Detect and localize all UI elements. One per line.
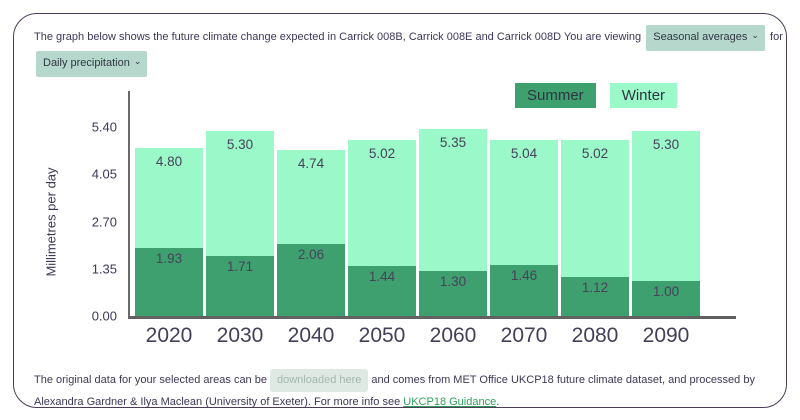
legend-winter[interactable]: Winter: [609, 83, 678, 108]
winter-value-label: 5.02: [581, 146, 609, 162]
y-tick-label: 4.05: [91, 166, 117, 182]
x-tick-label: 2060: [429, 324, 477, 347]
chart-legend: Summer Winter: [515, 83, 678, 108]
bars-area: 4.80 1.93 2020 5.30 1.71 2030 4.74 2.06 2040 5.02…: [130, 127, 736, 347]
chevron-down-icon: ⌄: [751, 30, 759, 40]
winter-value-label: 5.02: [368, 146, 396, 162]
x-tick-label: 2040: [287, 324, 335, 347]
summer-bar-2060[interactable]: 1.30: [419, 270, 487, 316]
intro-line: The graph below shows the future climate…: [34, 25, 783, 51]
summer-value-label: 1.44: [368, 268, 396, 284]
bar-group-2050: 5.02 1.44 2050: [348, 127, 416, 347]
winter-value-label: 5.30: [652, 136, 680, 152]
x-tick-label: 2050: [358, 324, 406, 347]
ukcp18-guidance-link[interactable]: UKCP18 Guidance: [403, 396, 497, 408]
summer-value-label: 1.46: [510, 267, 538, 283]
summer-value-label: 1.71: [226, 259, 254, 275]
bar-group-2040: 4.74 2.06 2040: [277, 127, 345, 347]
y-tick-label: 0.00: [91, 308, 117, 324]
summer-bar-2020[interactable]: 1.93: [135, 248, 203, 316]
x-tick-label: 2080: [571, 324, 619, 347]
bar-group-2060: 5.35 1.30 2060: [419, 127, 487, 347]
y-tick-label: 1.35: [91, 261, 117, 277]
summer-bar-2040[interactable]: 2.06: [277, 243, 345, 316]
download-button[interactable]: downloaded here: [269, 369, 369, 392]
bar-group-2090: 5.30 1.00 2090: [632, 127, 700, 347]
bar-group-2080: 5.02 1.12 2080: [561, 127, 629, 347]
y-tick-label: 2.70: [91, 214, 117, 229]
bar-group-2030: 5.30 1.71 2030: [206, 127, 274, 347]
summer-bar-2080[interactable]: 1.12: [561, 276, 629, 316]
metric-select[interactable]: Daily precipitation ⌄: [36, 51, 148, 77]
y-tick-label: 5.40: [91, 119, 117, 135]
footer-paragraph: The original data for your selected area…: [34, 369, 766, 412]
winter-value-label: 4.74: [297, 156, 325, 172]
footer-period: .: [496, 396, 500, 408]
summer-value-label: 1.30: [439, 273, 467, 289]
intro-paragraph: The graph below shows the future climate…: [34, 25, 783, 77]
summer-value-label: 1.00: [652, 284, 680, 299]
winter-value-label: 5.35: [439, 134, 467, 150]
chevron-down-icon: ⌄: [133, 56, 142, 66]
metric-value: Daily precipitation: [43, 57, 130, 69]
legend-summer[interactable]: Summer: [515, 83, 596, 108]
view-mode-select[interactable]: Seasonal averages ⌄: [646, 25, 765, 51]
summer-bar-2050[interactable]: 1.44: [348, 265, 416, 316]
chart-plot-area: Millimetres per day 0.00 1.35 2.70 4.05 5.40…: [44, 83, 736, 347]
for-text: for: [770, 31, 783, 43]
x-tick-label: 2030: [216, 324, 264, 347]
summer-bar-2030[interactable]: 1.71: [206, 256, 274, 316]
x-tick-label: 2090: [642, 324, 690, 347]
x-tick-label: 2070: [500, 324, 548, 347]
winter-value-label: 4.80: [155, 154, 183, 169]
winter-value-label: 5.04: [510, 145, 538, 161]
summer-bar-2090[interactable]: 1.00: [632, 281, 700, 316]
climate-graph-card: The graph below shows the future climate…: [13, 13, 787, 408]
summer-bar-2070[interactable]: 1.46: [490, 264, 558, 316]
view-mode-value: Seasonal averages: [653, 31, 748, 43]
bar-group-2070: 5.04 1.46 2070: [490, 127, 558, 347]
intro-text: The graph below shows the future climate…: [34, 31, 642, 43]
bar-group-2020: 4.80 1.93 2020: [135, 127, 203, 347]
winter-value-label: 5.30: [226, 136, 254, 152]
x-tick-label: 2020: [145, 324, 193, 347]
summer-value-label: 2.06: [297, 246, 325, 262]
summer-value-label: 1.93: [155, 251, 183, 267]
summer-value-label: 1.12: [581, 279, 609, 295]
footer-text-middle: and comes from MET Office UKCP18 future …: [34, 374, 755, 408]
footer-text-before: The original data for your selected area…: [34, 374, 267, 386]
